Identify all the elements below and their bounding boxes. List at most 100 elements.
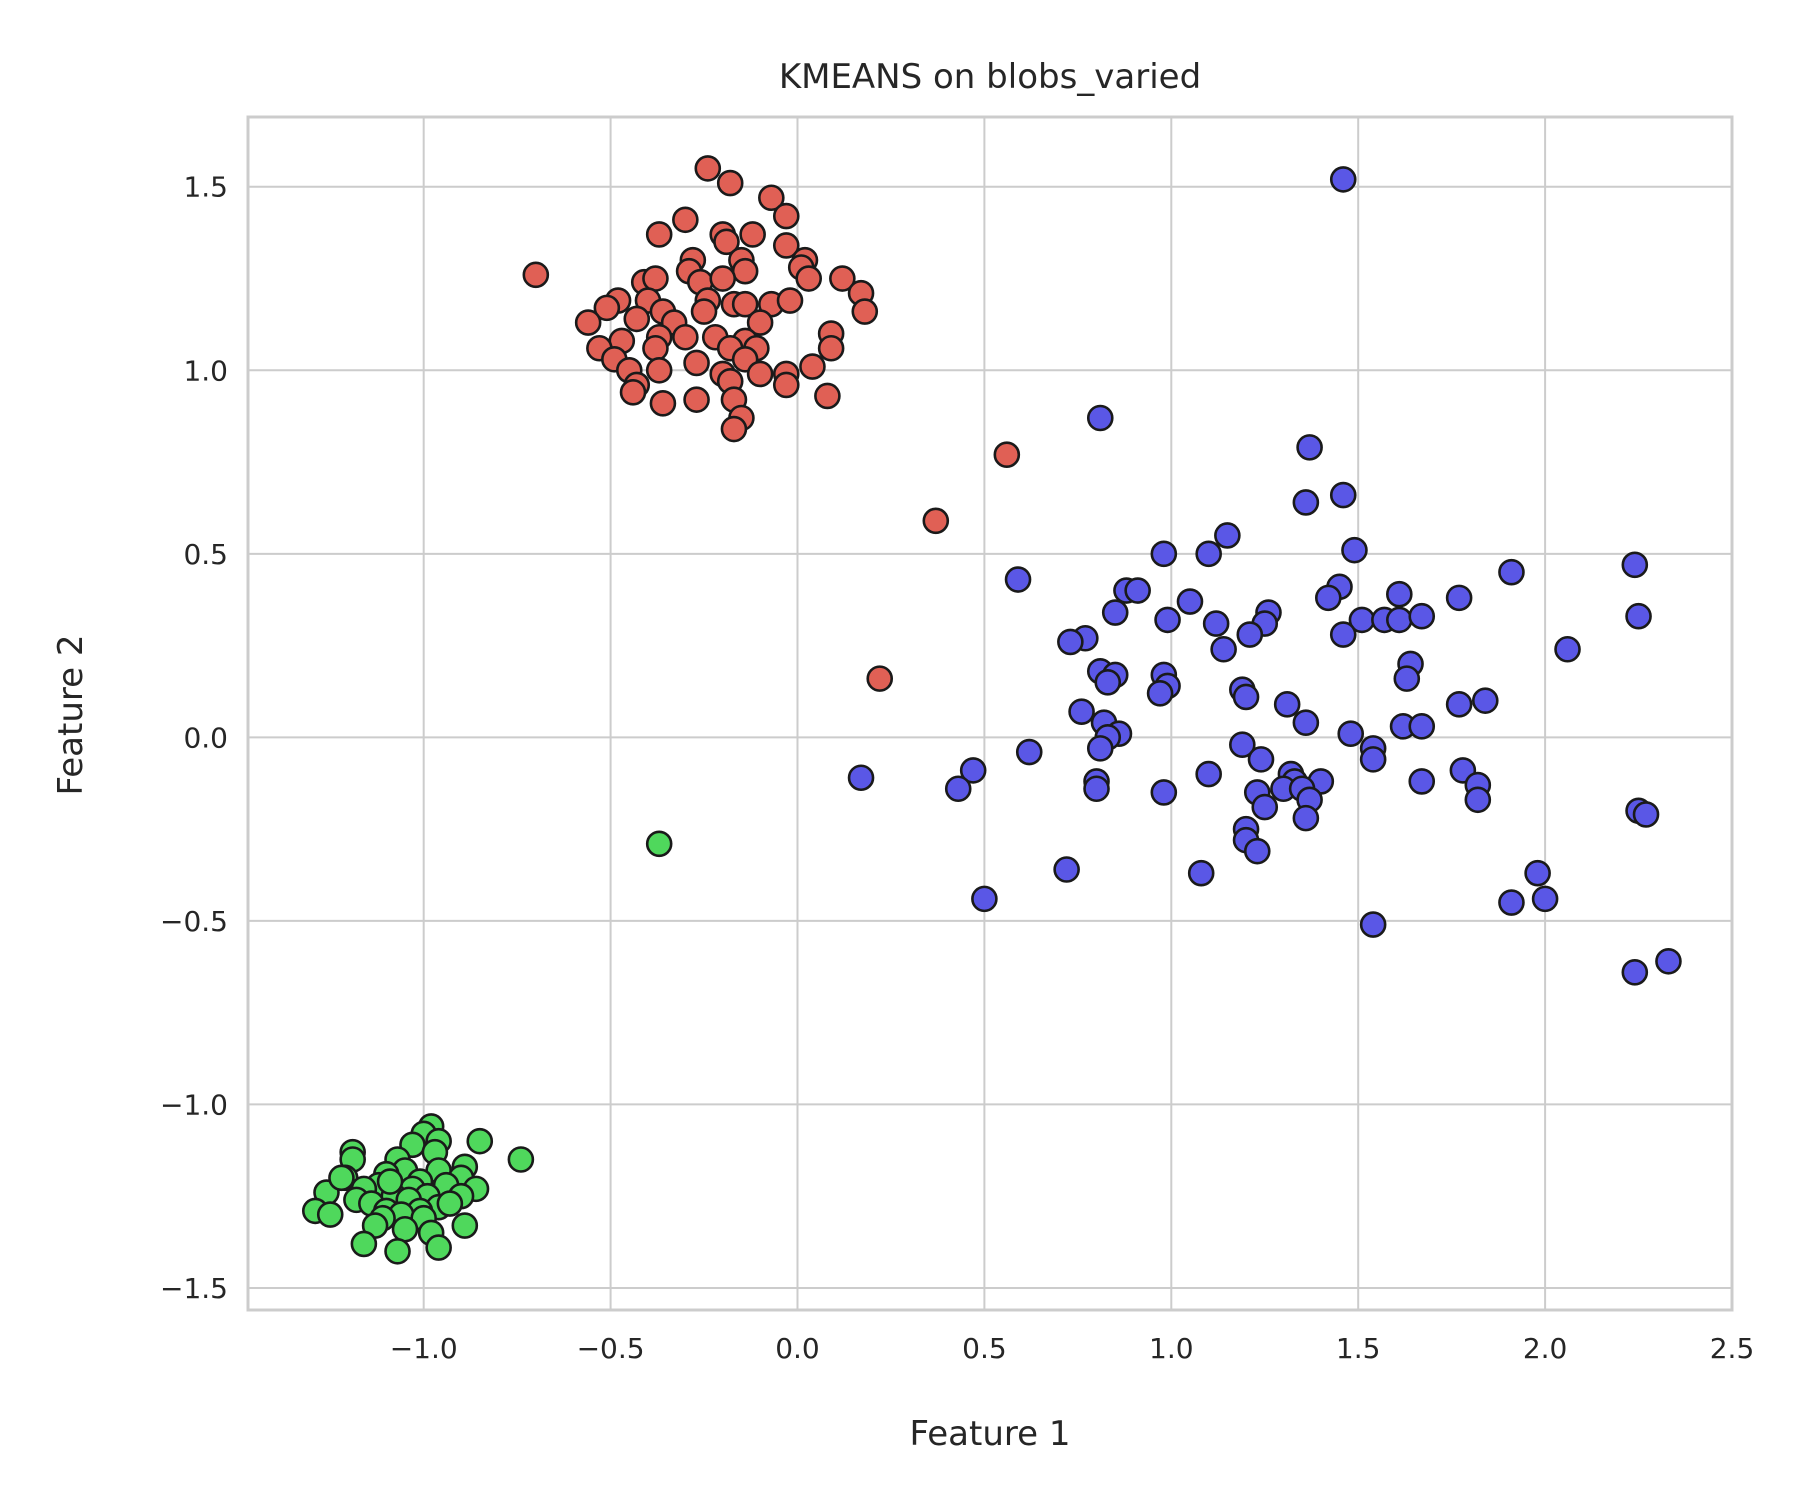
data-point xyxy=(690,298,718,325)
data-point xyxy=(436,1190,464,1217)
data-point xyxy=(1655,947,1682,975)
y-tick-labels: −1.5 −1.0 −0.5 0.0 0.5 1.0 1.5 xyxy=(160,171,228,1305)
data-point xyxy=(1124,577,1151,604)
data-point xyxy=(522,261,550,289)
data-point xyxy=(795,265,823,292)
data-point xyxy=(1176,588,1204,615)
data-point xyxy=(1154,606,1181,634)
data-point xyxy=(1187,859,1215,887)
data-point xyxy=(683,349,710,377)
data-point xyxy=(1314,584,1342,612)
data-point xyxy=(1531,885,1559,913)
data-point xyxy=(1004,566,1032,593)
data-point xyxy=(799,353,826,380)
data-point xyxy=(1292,804,1320,832)
data-point xyxy=(731,290,759,318)
data-point xyxy=(1057,628,1084,656)
data-point xyxy=(829,265,856,292)
data-point xyxy=(1292,709,1320,736)
data-point xyxy=(1086,735,1114,762)
data-point xyxy=(683,386,710,413)
data-point xyxy=(1554,635,1581,663)
data-point xyxy=(645,830,673,858)
x-tick-label: 0.0 xyxy=(775,1332,820,1365)
data-point xyxy=(1408,768,1436,795)
data-point xyxy=(649,390,677,417)
data-point xyxy=(739,221,766,248)
data-point xyxy=(1202,610,1230,637)
y-tick-label: 1.0 xyxy=(183,354,228,387)
data-point xyxy=(731,257,759,285)
data-point xyxy=(451,1212,479,1239)
data-point xyxy=(1524,859,1551,887)
data-point xyxy=(391,1215,419,1243)
data-point xyxy=(1464,786,1492,814)
data-point xyxy=(758,184,785,212)
data-point xyxy=(993,441,1021,469)
data-point xyxy=(619,379,647,406)
data-point xyxy=(1393,665,1421,692)
data-point xyxy=(1214,522,1241,549)
data-point xyxy=(507,1146,535,1173)
x-tick-label: 1.0 xyxy=(1149,1332,1194,1365)
data-point xyxy=(720,415,748,443)
data-point xyxy=(1408,713,1436,740)
x-tick-label: 1.5 xyxy=(1336,1332,1381,1365)
data-point xyxy=(593,294,621,322)
data-point xyxy=(1359,911,1387,938)
data-point xyxy=(1068,698,1095,725)
data-point xyxy=(645,356,673,384)
data-point xyxy=(1621,551,1649,579)
data-point xyxy=(1341,536,1368,564)
data-point xyxy=(1632,801,1660,828)
data-point xyxy=(1359,746,1387,773)
data-point xyxy=(1621,958,1649,986)
data-point xyxy=(1251,793,1279,821)
data-point xyxy=(1195,760,1222,788)
data-point xyxy=(645,221,673,248)
data-point xyxy=(1329,481,1357,509)
data-point xyxy=(709,265,737,292)
data-point xyxy=(574,309,602,336)
data-point xyxy=(772,371,800,399)
y-tick-label: −0.5 xyxy=(160,905,228,938)
y-axis-title: Feature 2 xyxy=(51,635,91,796)
data-point xyxy=(694,155,722,182)
data-point xyxy=(713,228,740,256)
data-point xyxy=(772,232,800,259)
data-point xyxy=(1210,635,1237,663)
data-point xyxy=(1408,602,1436,630)
data-point xyxy=(425,1234,452,1261)
data-point xyxy=(642,334,669,362)
data-point xyxy=(851,298,879,325)
y-tick-label: 0.5 xyxy=(183,538,228,571)
data-point xyxy=(1296,434,1323,461)
data-point xyxy=(1150,540,1178,568)
data-point xyxy=(672,323,699,351)
data-point xyxy=(466,1127,494,1155)
data-point xyxy=(1094,668,1122,696)
y-tick-label: −1.0 xyxy=(160,1088,228,1121)
data-point xyxy=(1101,599,1129,626)
plot-frame xyxy=(246,115,1734,1312)
data-point xyxy=(746,360,774,388)
x-axis-title: Feature 1 xyxy=(910,1414,1071,1454)
data-points xyxy=(301,155,1682,1265)
data-point xyxy=(623,305,651,333)
data-point xyxy=(642,265,669,292)
data-point xyxy=(1386,580,1413,608)
chart-title: KMEANS on blobs_varied xyxy=(779,57,1201,97)
data-point xyxy=(1083,775,1110,803)
data-point xyxy=(922,507,950,535)
data-point xyxy=(384,1237,411,1265)
x-tick-label: 2.5 xyxy=(1710,1332,1755,1365)
data-point xyxy=(1232,683,1260,711)
data-point xyxy=(1445,584,1473,612)
grid xyxy=(248,117,1733,1310)
data-point xyxy=(1236,621,1264,648)
data-point xyxy=(776,287,804,314)
x-tick-label: 0.5 xyxy=(962,1332,1007,1365)
data-point xyxy=(772,202,800,230)
x-tick-label: −1.0 xyxy=(390,1332,458,1365)
